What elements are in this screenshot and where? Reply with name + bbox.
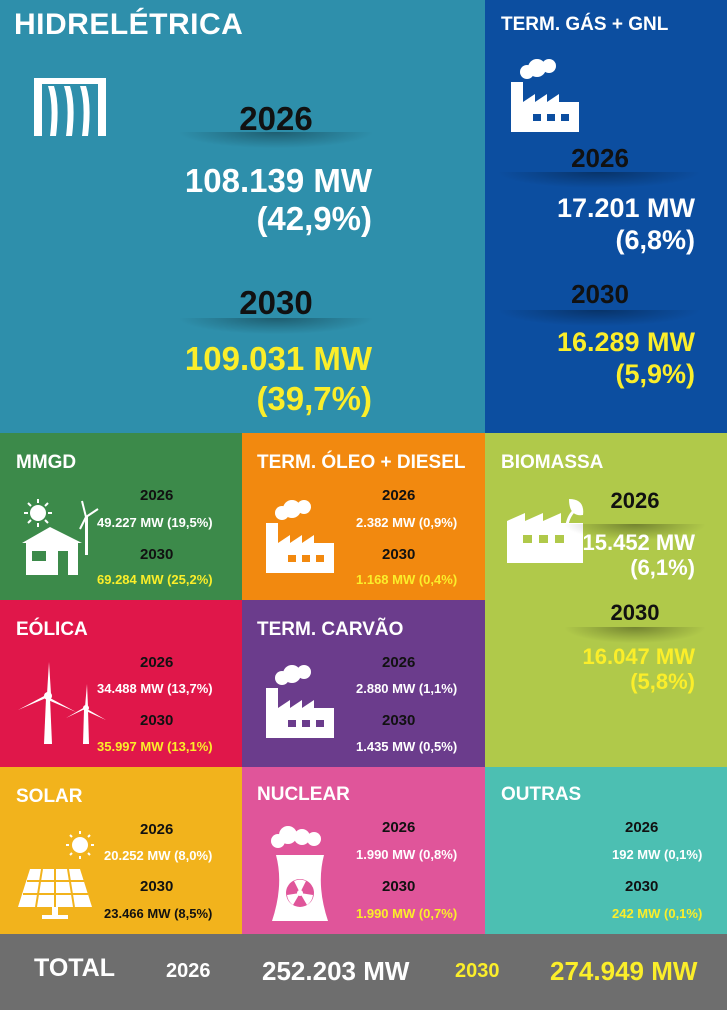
percent-2026: (6,8%) — [615, 225, 695, 255]
percent-2026: (6,1%) — [630, 555, 695, 580]
factory-icon — [266, 665, 334, 738]
year-2030: 2030 — [140, 878, 174, 895]
factory-icon — [511, 59, 579, 132]
tile-solar: SOLAR 2026 20.252 MW (8,0%) 2030 23.466 … — [0, 767, 242, 934]
year-2026: 2026 — [140, 821, 174, 838]
year-2026: 2026 — [382, 654, 416, 671]
value-2030: 109.031 MW — [184, 340, 372, 377]
year-2030: 2030 — [610, 600, 660, 625]
tile-title: OUTRAS — [501, 784, 582, 805]
percent-2030: (5,8%) — [630, 669, 695, 694]
tile-eolica: EÓLICA 2026 34.488 MW (13,7%) 2030 35.99… — [0, 600, 242, 767]
year-2026: 2026 — [140, 654, 174, 671]
value-2026: 1.990 MW (0,8%) — [356, 847, 458, 862]
value-2026: 2.382 MW (0,9%) — [356, 515, 458, 530]
year-2026: 2026 — [610, 488, 660, 513]
value-2026: 2.880 MW (1,1%) — [356, 681, 458, 696]
year-2030: 2030 — [382, 546, 416, 563]
tile-term-oleo-diesel: TERM. ÓLEO + DIESEL 2026 2.382 MW (0,9%)… — [242, 433, 485, 600]
percent-2030: (5,9%) — [615, 359, 695, 389]
divider-shadow — [180, 132, 372, 148]
total-value-2026: 252.203 MW — [262, 956, 410, 986]
tile-title: SOLAR — [16, 786, 83, 807]
total-year-2030: 2030 — [455, 960, 500, 982]
tile-outras: OUTRAS 2026 192 MW (0,1%) 2030 242 MW (0… — [485, 767, 727, 934]
nuclear-plant-icon — [271, 826, 328, 921]
value-2030: 23.466 MW (8,5%) — [104, 906, 213, 921]
year-2030: 2030 — [382, 878, 416, 895]
divider-shadow — [499, 310, 699, 326]
value-2026: 20.252 MW (8,0%) — [104, 848, 213, 863]
tile-term-carvao: TERM. CARVÃO 2026 2.880 MW (1,1%) 2030 1… — [242, 600, 485, 767]
value-2030: 35.997 MW (13,1%) — [97, 739, 213, 754]
tile-hidreletrica: HIDRELÉTRICA 2026 108.139 MW (42,9%) 203… — [0, 0, 485, 433]
tile-nuclear: NUCLEAR 2026 1.990 MW (0,8%) 2030 1.990 … — [242, 767, 485, 934]
percent-2030: (39,7%) — [256, 380, 372, 417]
year-2026: 2026 — [239, 100, 313, 137]
dam-icon — [34, 78, 106, 136]
factory-icon — [266, 500, 334, 573]
tile-title: NUCLEAR — [257, 784, 350, 805]
divider-shadow — [499, 172, 699, 188]
percent-2026: (42,9%) — [256, 200, 372, 237]
solar-panel-icon — [18, 831, 94, 919]
value-2030: 242 MW (0,1%) — [612, 906, 703, 921]
tile-term-gas-gnl: TERM. GÁS + GNL 2026 17.201 MW (6,8%) 20… — [485, 0, 727, 433]
year-2030: 2030 — [140, 712, 174, 729]
value-2030: 16.047 MW — [582, 644, 696, 669]
year-2030: 2030 — [140, 546, 174, 563]
biomass-factory-icon — [507, 499, 584, 563]
value-2030: 16.289 MW — [556, 327, 695, 357]
total-year-2026: 2026 — [166, 960, 211, 982]
year-2030: 2030 — [571, 279, 629, 309]
total-value-2030: 274.949 MW — [550, 956, 698, 986]
value-2026: 192 MW (0,1%) — [612, 847, 703, 862]
year-2030: 2030 — [382, 712, 416, 729]
tile-biomassa: BIOMASSA 2026 15.452 MW (6,1%) 2030 16.0… — [485, 433, 727, 767]
value-2026: 17.201 MW — [556, 193, 695, 223]
value-2030: 1.435 MW (0,5%) — [356, 739, 458, 754]
year-2030: 2030 — [625, 878, 659, 895]
tile-title: HIDRELÉTRICA — [14, 8, 244, 41]
value-2026: 34.488 MW (13,7%) — [97, 681, 213, 696]
total-label: TOTAL — [34, 954, 116, 982]
value-2026: 49.227 MW (19,5%) — [97, 515, 213, 530]
tile-title: BIOMASSA — [501, 452, 604, 473]
tile-title: EÓLICA — [16, 619, 88, 640]
value-2030: 1.990 MW (0,7%) — [356, 906, 458, 921]
wind-turbine-icon — [18, 662, 106, 744]
tile-title: TERM. ÓLEO + DIESEL — [257, 452, 466, 473]
year-2026: 2026 — [140, 487, 174, 504]
value-2030: 69.284 MW (25,2%) — [97, 572, 213, 587]
year-2030: 2030 — [239, 284, 313, 321]
tile-mmgd: MMGD 2026 49.227 MW (19,5%) 2030 69.284 … — [0, 433, 242, 600]
value-2030: 1.168 MW (0,4%) — [356, 572, 458, 587]
year-2026: 2026 — [382, 819, 416, 836]
solar-house-icon — [22, 499, 99, 575]
year-2026: 2026 — [571, 143, 629, 173]
year-2026: 2026 — [382, 487, 416, 504]
total-bar: TOTAL 2026 252.203 MW 2030 274.949 MW — [0, 934, 727, 1010]
divider-shadow — [565, 524, 705, 540]
tile-title: TERM. CARVÃO — [257, 619, 404, 640]
divider-shadow — [565, 627, 705, 643]
tile-title: TERM. GÁS + GNL — [501, 14, 669, 35]
divider-shadow — [180, 318, 372, 334]
year-2026: 2026 — [625, 819, 659, 836]
value-2026: 108.139 MW — [184, 162, 372, 199]
tile-title: MMGD — [16, 452, 77, 473]
value-2026: 15.452 MW — [582, 530, 696, 555]
